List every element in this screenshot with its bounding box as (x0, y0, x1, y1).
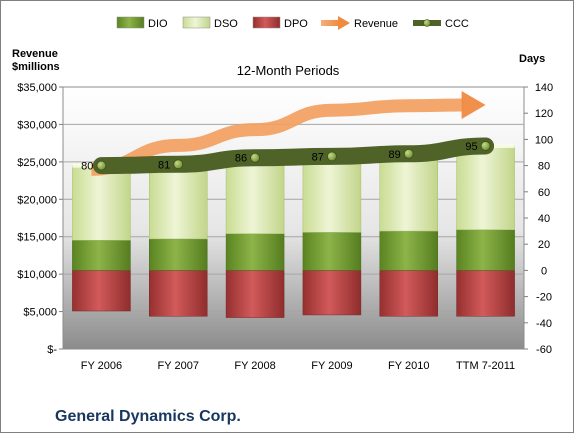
bar-dpo (149, 270, 208, 317)
legend-revenue-swatch (321, 20, 339, 26)
legend-item: DIO (116, 16, 168, 30)
ccc-point (327, 151, 337, 162)
category-label: FY 2010 (388, 360, 429, 372)
legend-item: Revenue (321, 16, 398, 30)
left-tick-label: $20,000 (17, 194, 57, 206)
left-tick-label: $10,000 (17, 269, 57, 281)
bar-dpo (302, 270, 362, 316)
ccc-data-label: 81 (158, 159, 170, 171)
left-axis: $- $5,000 $10,000 $15,000 $20,000 $25,000 $30,… (17, 82, 63, 356)
category-label: TTM 7-2011 (456, 360, 515, 372)
category-label: FY 2007 (158, 360, 199, 372)
category-label: FY 2008 (234, 360, 275, 372)
bar-dso (456, 145, 515, 231)
left-axis-title-line2: $millions (12, 61, 60, 73)
left-tick-label: $15,000 (17, 232, 57, 244)
revenue-arrow (91, 90, 486, 176)
left-axis-title-line1: Revenue (12, 48, 58, 60)
ccc-line: 80 81 86 87 89 95 (81, 137, 495, 175)
bar-dso (225, 157, 285, 234)
bar-dpo (379, 270, 438, 317)
ccc-data-label: 89 (389, 149, 401, 161)
legend-swatch-dpo (252, 16, 281, 29)
right-tick-label: 40 (538, 213, 550, 225)
right-tick-label: -20 (536, 292, 552, 304)
legend-ccc-dot (423, 19, 431, 27)
legend-item: DSO (182, 16, 238, 30)
left-tick-label: $30,000 (17, 119, 57, 131)
legend: DIO DSO DPO Revenue CCC (116, 16, 469, 30)
right-axis: -60 -40 -20 0 20 40 60 80 100 120 140 (524, 82, 553, 356)
ccc-point (250, 152, 260, 163)
right-tick-label: 20 (538, 239, 550, 251)
bar-dso (302, 156, 362, 233)
left-tick-label: $35,000 (17, 82, 57, 94)
plot-area (62, 86, 525, 350)
legend-item: DPO (252, 16, 308, 30)
ccc-point (480, 141, 491, 151)
right-tick-label: 80 (538, 161, 550, 173)
bar-dio (72, 240, 131, 271)
legend-swatch-dso (182, 16, 211, 29)
bar-dio (225, 233, 285, 271)
ccc-data-label: 86 (235, 153, 247, 165)
legend-label: Revenue (354, 18, 398, 30)
right-tick-label: 120 (535, 108, 553, 120)
left-tick-label: $- (47, 344, 57, 356)
legend-label: CCC (445, 18, 469, 30)
legend-item: CCC (413, 18, 469, 30)
ccc-data-label: 95 (465, 141, 477, 153)
bar-dio (302, 232, 362, 271)
bar-dio (456, 229, 515, 271)
category-axis: FY 2006 FY 2007 FY 2008 FY 2009 FY 2010 TTM 7… (81, 360, 515, 372)
gridlines (63, 123, 524, 313)
bar-dso (379, 153, 438, 232)
bar-dpo (225, 270, 285, 318)
legend-revenue-arrowhead (338, 16, 350, 30)
ccc-line-path (92, 137, 495, 175)
legend-swatch-dio (116, 16, 145, 29)
right-tick-label: 100 (535, 134, 553, 146)
right-tick-label: 60 (538, 187, 550, 199)
bar-dpo (72, 270, 131, 312)
revenue-arrow-head (461, 90, 486, 119)
left-tick-label: $25,000 (17, 157, 57, 169)
bar-dso (72, 165, 131, 241)
legend-label: DSO (214, 18, 238, 30)
category-label: FY 2009 (311, 360, 352, 372)
right-axis-title: Days (519, 53, 545, 65)
chart-title: 12-Month Periods (237, 63, 340, 78)
revenue-arrow-shaft (91, 98, 464, 176)
right-tick-label: -40 (536, 318, 552, 330)
bar-dpo (456, 270, 515, 317)
ccc-point (173, 159, 184, 170)
right-tick-label: 140 (535, 82, 553, 94)
category-label: FY 2006 (81, 360, 122, 372)
ccc-point (96, 160, 107, 171)
ccc-point (403, 148, 414, 159)
ccc-data-label: 87 (312, 151, 324, 163)
legend-label: DPO (284, 18, 308, 30)
bars (72, 143, 515, 318)
ccc-data-label: 80 (81, 161, 93, 173)
bar-dio (149, 238, 208, 271)
company-name: General Dynamics Corp. (55, 408, 241, 425)
bar-dso (149, 164, 208, 240)
left-tick-label: $5,000 (23, 307, 57, 319)
right-tick-label: 0 (541, 265, 547, 277)
bar-dio (379, 230, 438, 271)
right-tick-label: -60 (536, 344, 552, 356)
legend-label: DIO (148, 18, 168, 30)
